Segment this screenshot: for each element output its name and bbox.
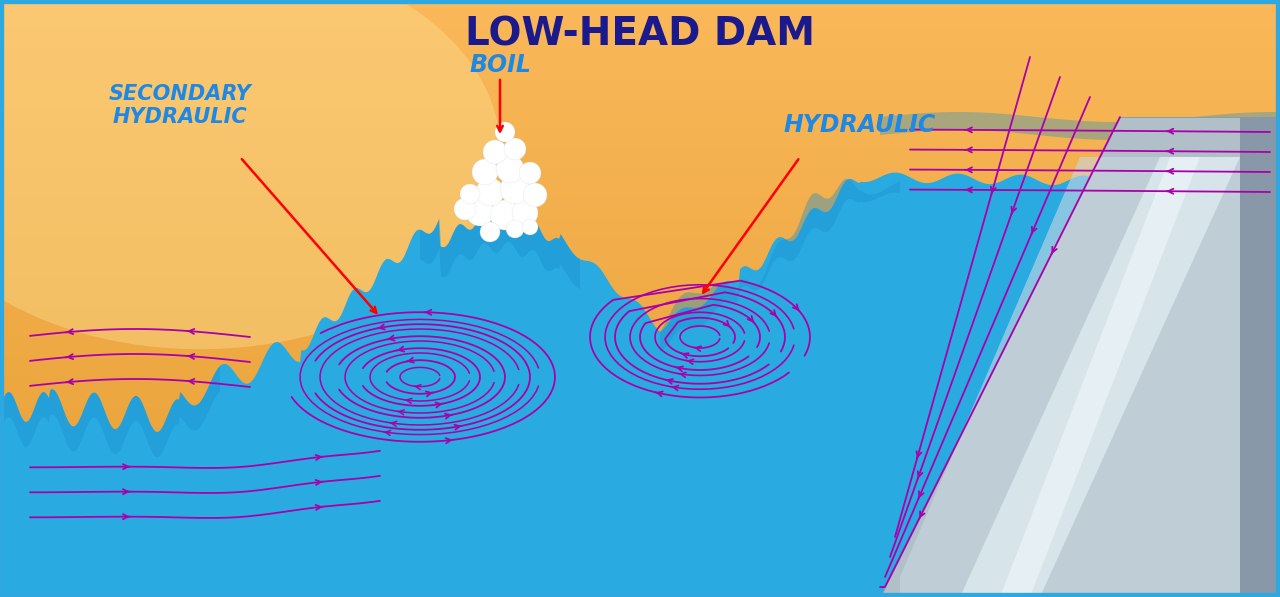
- Bar: [0, 258, 1280, 269]
- Polygon shape: [420, 211, 580, 289]
- Bar: [0, 148, 1280, 159]
- Circle shape: [466, 198, 494, 226]
- Circle shape: [518, 162, 541, 184]
- Polygon shape: [900, 157, 1280, 597]
- Bar: [0, 417, 1280, 428]
- Bar: [0, 288, 1280, 298]
- Polygon shape: [881, 117, 1280, 597]
- Bar: [0, 99, 1280, 109]
- Bar: [0, 397, 1280, 408]
- Circle shape: [472, 159, 498, 185]
- Bar: [0, 238, 1280, 249]
- Bar: [0, 347, 1280, 358]
- Bar: [0, 437, 1280, 448]
- Circle shape: [506, 220, 524, 238]
- Bar: [0, 267, 1280, 279]
- Polygon shape: [0, 117, 1280, 597]
- Bar: [0, 367, 1280, 378]
- Bar: [0, 39, 1280, 50]
- Polygon shape: [660, 179, 900, 352]
- Circle shape: [460, 184, 480, 204]
- Polygon shape: [1000, 157, 1201, 597]
- Bar: [0, 427, 1280, 438]
- Bar: [0, 158, 1280, 169]
- Bar: [0, 228, 1280, 239]
- Bar: [0, 556, 1280, 567]
- Bar: [0, 407, 1280, 418]
- Bar: [0, 208, 1280, 219]
- Polygon shape: [0, 567, 881, 597]
- Bar: [0, 118, 1280, 130]
- Circle shape: [454, 198, 476, 220]
- Circle shape: [512, 200, 538, 226]
- Text: SECONDARY
HYDRAULIC: SECONDARY HYDRAULIC: [109, 84, 251, 127]
- Bar: [0, 527, 1280, 537]
- Text: LOW-HEAD DAM: LOW-HEAD DAM: [465, 16, 815, 54]
- Bar: [0, 88, 1280, 100]
- Bar: [0, 178, 1280, 189]
- Circle shape: [490, 200, 520, 230]
- Bar: [0, 19, 1280, 30]
- Circle shape: [500, 174, 530, 204]
- Bar: [0, 278, 1280, 288]
- Bar: [0, 536, 1280, 547]
- Polygon shape: [881, 112, 1280, 140]
- Bar: [0, 79, 1280, 90]
- Text: BOIL: BOIL: [468, 53, 531, 77]
- Circle shape: [495, 122, 515, 142]
- Polygon shape: [0, 366, 220, 457]
- Bar: [0, 218, 1280, 229]
- Bar: [0, 487, 1280, 497]
- Bar: [0, 168, 1280, 179]
- Circle shape: [504, 138, 526, 160]
- Bar: [0, 128, 1280, 139]
- Bar: [0, 497, 1280, 507]
- Bar: [0, 377, 1280, 388]
- Circle shape: [480, 222, 500, 242]
- Bar: [0, 576, 1280, 587]
- Bar: [0, 49, 1280, 60]
- Ellipse shape: [0, 0, 500, 349]
- Bar: [0, 476, 1280, 488]
- Bar: [0, 307, 1280, 318]
- Bar: [0, 566, 1280, 577]
- Bar: [0, 516, 1280, 527]
- Bar: [0, 0, 1280, 10]
- Bar: [0, 29, 1280, 40]
- Bar: [0, 387, 1280, 398]
- Bar: [0, 297, 1280, 309]
- Bar: [0, 139, 1280, 149]
- Text: HYDRAULIC: HYDRAULIC: [783, 113, 936, 137]
- Bar: [0, 506, 1280, 518]
- Bar: [0, 327, 1280, 338]
- Circle shape: [476, 178, 504, 206]
- Bar: [0, 337, 1280, 348]
- Bar: [0, 109, 1280, 119]
- Bar: [0, 447, 1280, 458]
- Polygon shape: [0, 457, 881, 597]
- Bar: [0, 188, 1280, 199]
- Polygon shape: [960, 157, 1240, 597]
- Polygon shape: [1240, 117, 1280, 597]
- Bar: [0, 546, 1280, 557]
- Bar: [0, 248, 1280, 259]
- Bar: [0, 9, 1280, 20]
- Bar: [0, 198, 1280, 209]
- Bar: [0, 318, 1280, 328]
- Circle shape: [522, 219, 538, 235]
- Bar: [0, 467, 1280, 478]
- Bar: [0, 586, 1280, 597]
- Bar: [0, 59, 1280, 70]
- Bar: [0, 69, 1280, 79]
- Bar: [0, 457, 1280, 467]
- Circle shape: [497, 155, 524, 183]
- Circle shape: [524, 183, 547, 207]
- Circle shape: [483, 140, 507, 164]
- Bar: [0, 357, 1280, 368]
